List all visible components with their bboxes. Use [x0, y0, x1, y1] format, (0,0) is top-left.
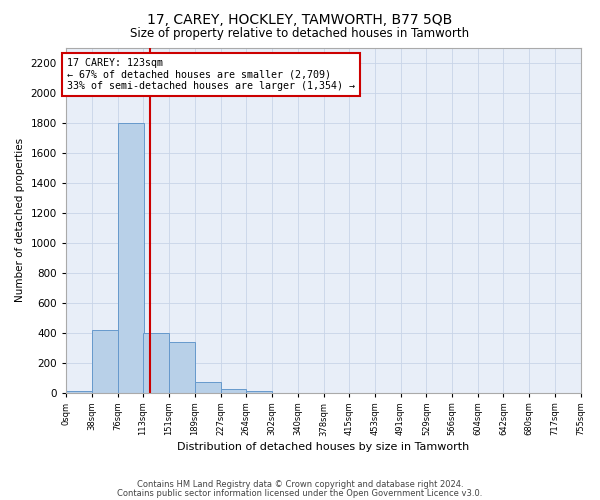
Text: 17, CAREY, HOCKLEY, TAMWORTH, B77 5QB: 17, CAREY, HOCKLEY, TAMWORTH, B77 5QB: [148, 12, 452, 26]
Y-axis label: Number of detached properties: Number of detached properties: [15, 138, 25, 302]
Bar: [246, 391, 272, 392]
X-axis label: Distribution of detached houses by size in Tamworth: Distribution of detached houses by size …: [177, 442, 469, 452]
Bar: [221, 389, 247, 392]
Bar: [118, 122, 143, 392]
Bar: [143, 332, 169, 392]
Text: Contains HM Land Registry data © Crown copyright and database right 2024.: Contains HM Land Registry data © Crown c…: [137, 480, 463, 489]
Bar: [194, 382, 221, 392]
Text: Contains public sector information licensed under the Open Government Licence v3: Contains public sector information licen…: [118, 488, 482, 498]
Text: 17 CAREY: 123sqm
← 67% of detached houses are smaller (2,709)
33% of semi-detach: 17 CAREY: 123sqm ← 67% of detached house…: [67, 58, 355, 91]
Bar: [169, 342, 194, 392]
Bar: [66, 391, 92, 392]
Text: Size of property relative to detached houses in Tamworth: Size of property relative to detached ho…: [130, 28, 470, 40]
Bar: [92, 330, 118, 392]
